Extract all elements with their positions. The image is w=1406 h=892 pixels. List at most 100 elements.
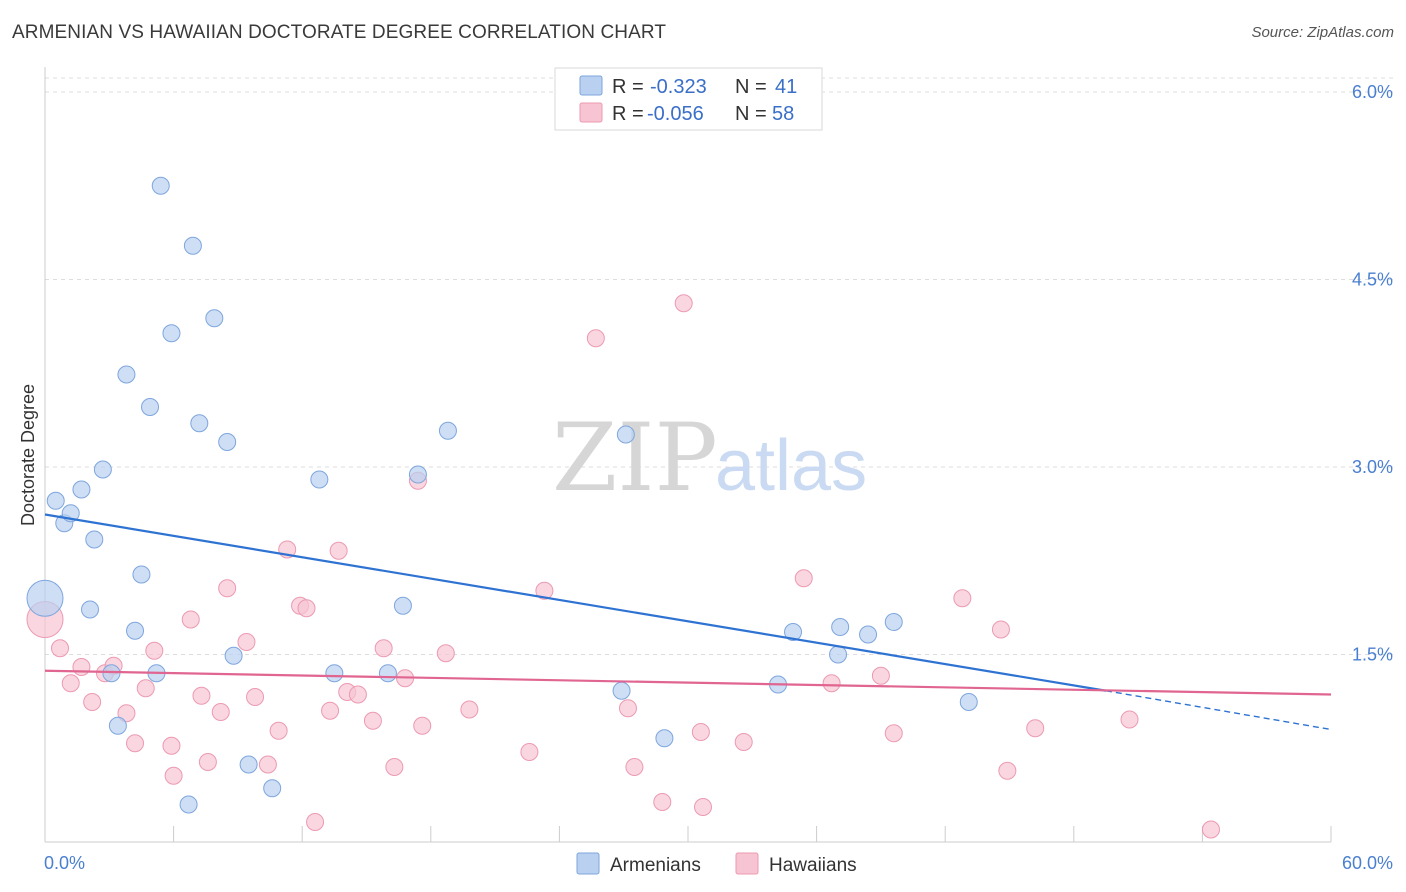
stats-legend: R = -0.323 N = 41 R = -0.056 N = 58 <box>554 67 823 131</box>
armenian-point <box>310 470 329 489</box>
y-tick-label: 4.5% <box>1352 270 1393 290</box>
y-tick-label: 1.5% <box>1352 645 1393 665</box>
armenian-point <box>218 433 237 451</box>
armenian-point <box>239 755 258 774</box>
hawaiian-n-label: N = <box>735 103 767 125</box>
hawaiian-point <box>991 620 1010 639</box>
armenian-point <box>141 398 160 416</box>
armenian-point <box>831 618 850 636</box>
hawaiian-point <box>218 579 237 598</box>
hawaiian-point <box>237 633 256 651</box>
hawaiian-point <box>117 704 136 723</box>
hawaiian-point <box>329 541 348 560</box>
hawaiian-point <box>871 666 890 685</box>
gridlines <box>45 77 1393 655</box>
hawaiian-point <box>998 761 1017 780</box>
hawaiian-n-value: 58 <box>772 103 794 125</box>
armenian-point <box>183 236 202 255</box>
hawaiian-point <box>794 569 813 588</box>
hawaiian-point <box>246 688 265 706</box>
armenian-point <box>102 664 121 683</box>
trend-lines <box>44 513 1332 731</box>
hawaiian-point <box>297 599 316 618</box>
armenian-point <box>612 681 631 700</box>
y-tick-label: 3.0% <box>1352 457 1393 477</box>
hawaiian-point <box>126 734 145 753</box>
hawaiian-point <box>258 755 277 774</box>
armenian-point <box>132 565 151 584</box>
hawaiian-point <box>1120 710 1139 729</box>
armenian-point <box>616 425 635 444</box>
x-tick-label-max: 60.0% <box>1342 853 1393 873</box>
hawaiian-point <box>51 639 70 658</box>
hawaiian-point <box>822 674 841 693</box>
armenian-point <box>393 596 412 615</box>
hawaiian-point <box>734 733 753 751</box>
hawaiian-point <box>413 716 432 735</box>
series-legend: Armenians Hawaiians <box>576 852 857 876</box>
armenian-r-value: -0.323 <box>650 76 707 98</box>
armenian-point <box>126 621 145 640</box>
legend-armenians-label: Armenians <box>610 855 701 876</box>
hawaiian-point <box>436 644 455 663</box>
armenian-point <box>81 600 100 619</box>
armenian-point <box>378 664 397 683</box>
armenian-point <box>162 324 181 343</box>
x-tick-label-min: 0.0% <box>44 853 85 873</box>
armenian-point <box>93 460 112 479</box>
y-tick-label: 6.0% <box>1352 82 1393 102</box>
hawaiian-point <box>535 581 554 600</box>
hawaiian-point <box>385 758 404 776</box>
hawaiian-point <box>306 813 325 831</box>
source-label: Source: ZipAtlas.com <box>1251 24 1394 41</box>
watermark: ZIP atlas <box>552 404 867 513</box>
armenian-point <box>408 465 427 484</box>
legend-armenians-swatch <box>576 852 600 875</box>
hawaiian-point <box>83 693 102 711</box>
hawaiian-point <box>321 701 340 720</box>
chart-title: ARMENIAN VS HAWAIIAN DOCTORATE DEGREE CO… <box>12 22 667 43</box>
hawaiian-swatch <box>579 102 603 123</box>
hawaiian-point <box>618 699 637 718</box>
data-points <box>26 176 1220 839</box>
armenian-n-value: 41 <box>775 76 797 98</box>
armenian-point <box>438 421 457 440</box>
hawaiian-point <box>520 743 539 761</box>
armenian-point <box>46 491 65 510</box>
hawaiian-point <box>1026 719 1045 738</box>
hawaiian-point <box>162 736 181 755</box>
hawaiian-point <box>269 721 288 740</box>
hawaiian-point <box>884 724 903 743</box>
hawaiian-point <box>211 703 230 721</box>
hawaiian-point <box>61 674 80 693</box>
hawaiian-point <box>374 639 393 658</box>
legend-hawaiians-label: Hawaiians <box>769 855 857 876</box>
hawaiian-point <box>136 679 155 698</box>
watermark-atlas: atlas <box>715 426 867 506</box>
watermark-zip: ZIP <box>552 404 718 513</box>
hawaiian-point <box>348 685 367 704</box>
hawaiian-point <box>953 589 972 608</box>
armenian-swatch <box>579 75 603 96</box>
hawaiian-point <box>72 658 91 676</box>
hawaiian-point <box>164 766 183 785</box>
hawaiian-point <box>625 758 644 776</box>
armenian-point <box>263 779 282 798</box>
armenian-point <box>959 693 978 711</box>
armenian-trend-extension <box>1105 690 1332 731</box>
armenian-point <box>72 480 91 499</box>
hawaiian-trend-line <box>44 669 1332 696</box>
armenian-point <box>205 309 224 328</box>
armenian-point <box>884 613 903 631</box>
hawaiian-point <box>460 700 479 719</box>
armenian-point <box>655 729 674 748</box>
armenian-point <box>859 625 878 644</box>
armenian-point <box>85 530 104 549</box>
hawaiian-point <box>198 753 217 771</box>
armenian-point <box>190 414 209 433</box>
armenian-r-label: R = <box>612 76 644 98</box>
armenian-point <box>325 664 344 683</box>
armenian-trend-line <box>44 513 1107 692</box>
armenian-point <box>117 365 136 384</box>
